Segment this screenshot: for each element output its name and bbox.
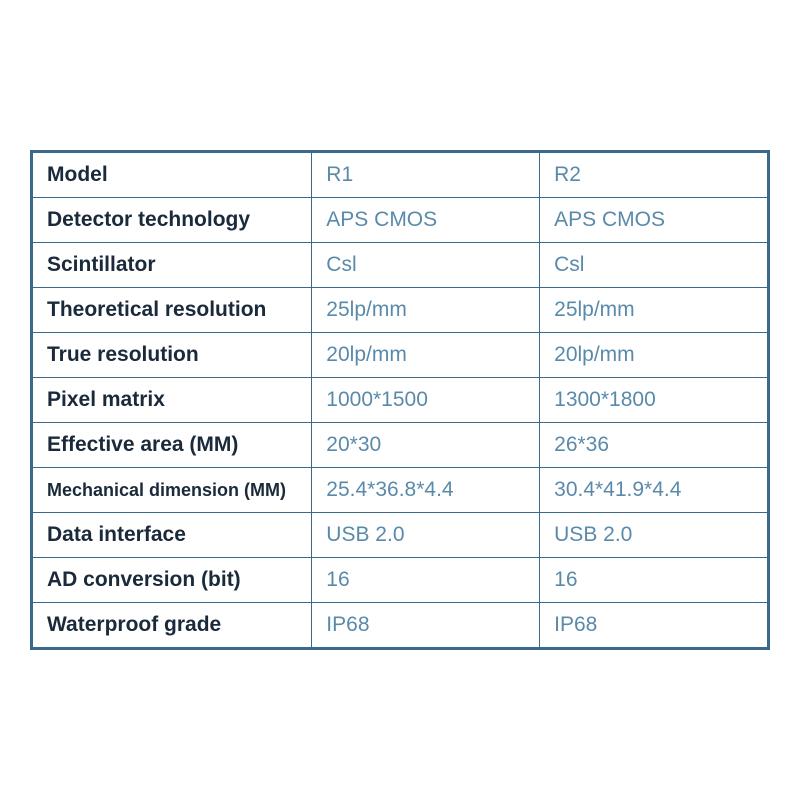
spec-table: Model R1 R2 Detector technology APS CMOS… — [32, 152, 768, 648]
spec-table-container: Model R1 R2 Detector technology APS CMOS… — [30, 150, 770, 650]
row-value-2: Csl — [540, 243, 768, 288]
table-row: Effective area (MM) 20*30 26*36 — [33, 423, 768, 468]
table-row: Model R1 R2 — [33, 153, 768, 198]
row-value-1: Csl — [312, 243, 540, 288]
table-row: Pixel matrix 1000*1500 1300*1800 — [33, 378, 768, 423]
table-row: Waterproof grade IP68 IP68 — [33, 603, 768, 648]
table-row: Detector technology APS CMOS APS CMOS — [33, 198, 768, 243]
row-label: Pixel matrix — [33, 378, 312, 423]
row-value-1: 1000*1500 — [312, 378, 540, 423]
row-label: True resolution — [33, 333, 312, 378]
row-value-1: USB 2.0 — [312, 513, 540, 558]
row-value-1: 20*30 — [312, 423, 540, 468]
row-label: Data interface — [33, 513, 312, 558]
row-label: Theoretical resolution — [33, 288, 312, 333]
row-label: Effective area (MM) — [33, 423, 312, 468]
row-value-1: 20lp/mm — [312, 333, 540, 378]
row-value-1: 25lp/mm — [312, 288, 540, 333]
row-label: Scintillator — [33, 243, 312, 288]
spec-table-body: Model R1 R2 Detector technology APS CMOS… — [33, 153, 768, 648]
table-row: Theoretical resolution 25lp/mm 25lp/mm — [33, 288, 768, 333]
row-value-1: 25.4*36.8*4.4 — [312, 468, 540, 513]
row-label: Detector technology — [33, 198, 312, 243]
row-value-1: APS CMOS — [312, 198, 540, 243]
row-label: Mechanical dimension (MM) — [33, 468, 312, 513]
row-value-1: R1 — [312, 153, 540, 198]
table-row: AD conversion (bit) 16 16 — [33, 558, 768, 603]
row-label: Waterproof grade — [33, 603, 312, 648]
table-row: True resolution 20lp/mm 20lp/mm — [33, 333, 768, 378]
table-row: Scintillator Csl Csl — [33, 243, 768, 288]
row-value-2: 26*36 — [540, 423, 768, 468]
row-value-2: 20lp/mm — [540, 333, 768, 378]
table-row: Mechanical dimension (MM) 25.4*36.8*4.4 … — [33, 468, 768, 513]
row-value-2: 30.4*41.9*4.4 — [540, 468, 768, 513]
row-value-2: USB 2.0 — [540, 513, 768, 558]
row-label: AD conversion (bit) — [33, 558, 312, 603]
row-value-1: 16 — [312, 558, 540, 603]
row-value-2: IP68 — [540, 603, 768, 648]
row-label: Model — [33, 153, 312, 198]
table-row: Data interface USB 2.0 USB 2.0 — [33, 513, 768, 558]
row-value-2: R2 — [540, 153, 768, 198]
row-value-2: 1300*1800 — [540, 378, 768, 423]
row-value-1: IP68 — [312, 603, 540, 648]
row-value-2: 16 — [540, 558, 768, 603]
row-value-2: 25lp/mm — [540, 288, 768, 333]
row-value-2: APS CMOS — [540, 198, 768, 243]
